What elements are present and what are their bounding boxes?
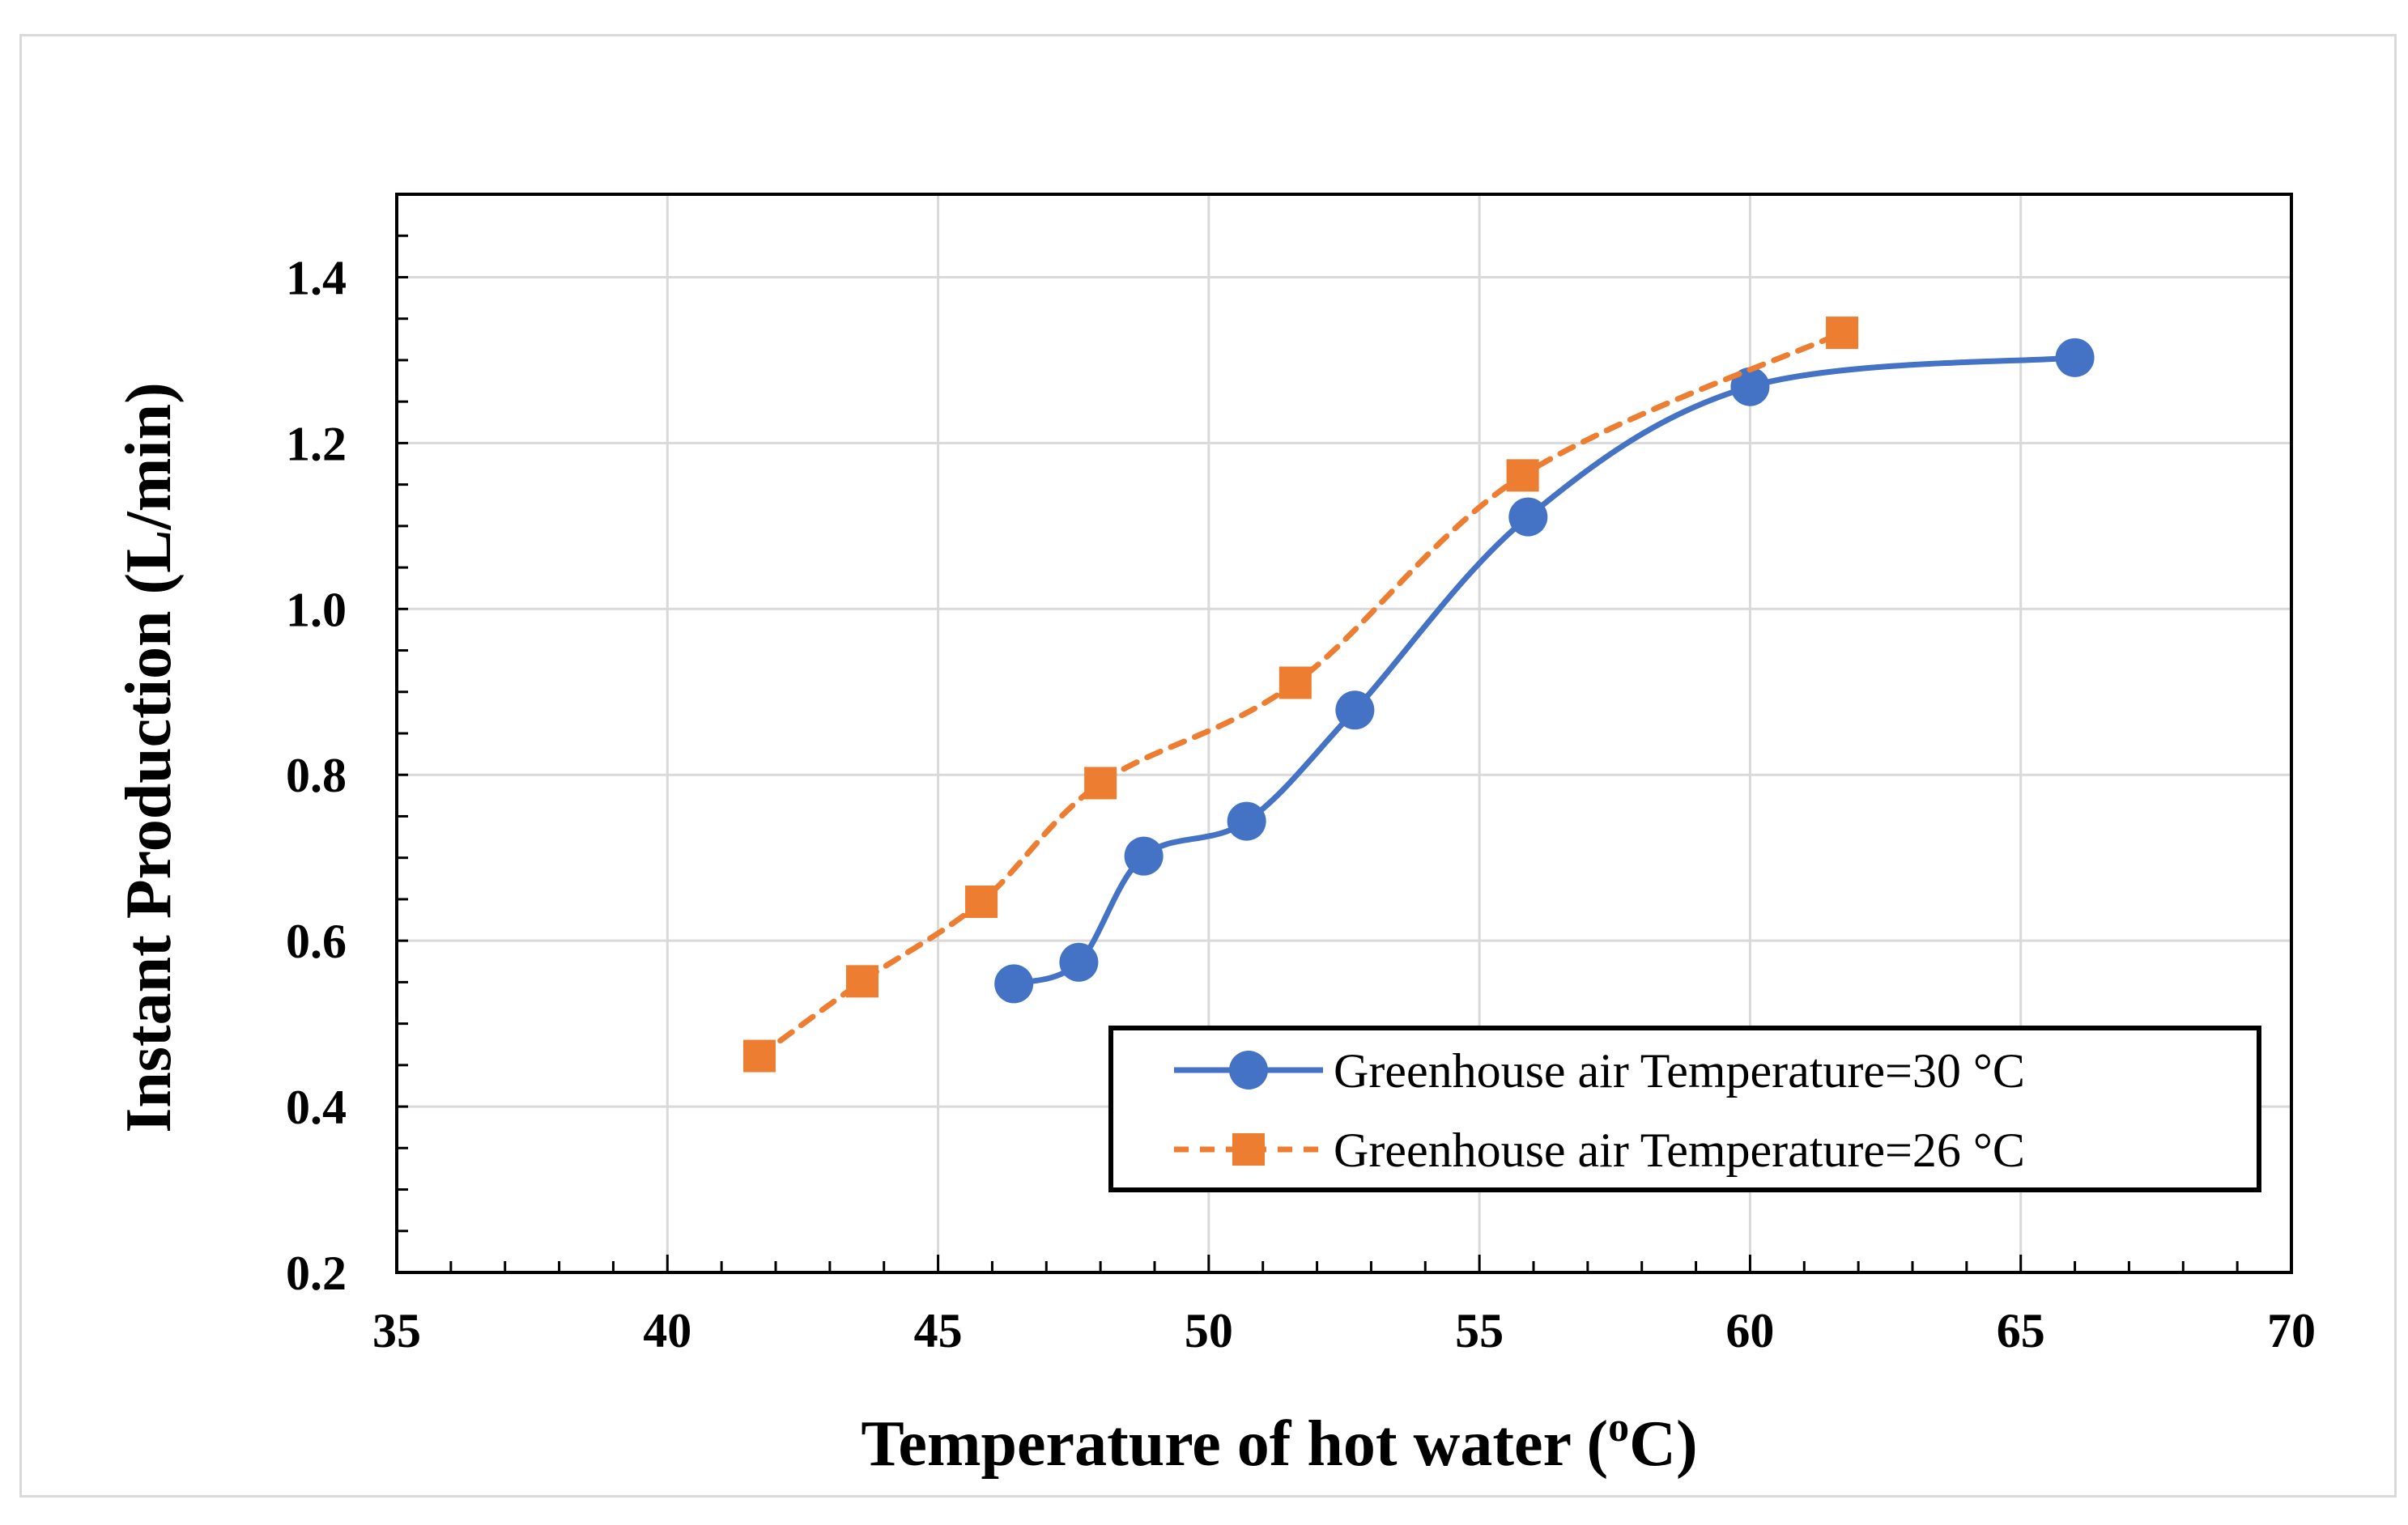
data-point-square [1084, 767, 1117, 800]
data-point-square [1278, 666, 1312, 699]
y-tick-labels: 0.2 0.4 0.6 0.8 1.0 1.2 1.4 [286, 251, 347, 1300]
y-tick-label: 0.4 [286, 1081, 347, 1134]
x-tick-label: 60 [1725, 1304, 1774, 1357]
x-tick-label: 35 [372, 1304, 421, 1357]
legend: Greenhouse air Temperature=30 °C Greenhou… [1108, 1026, 2261, 1192]
x-tick-label: 50 [1185, 1304, 1233, 1357]
legend-entry: Greenhouse air Temperature=30 °C [1174, 1044, 2025, 1098]
y-tick-label: 0.8 [286, 749, 347, 802]
series-layer [742, 316, 2095, 1073]
data-point-circle [1227, 801, 1266, 841]
y-tick-label: 1.2 [286, 417, 347, 470]
data-point-circle [1508, 497, 1548, 537]
y-tick-label: 1.0 [286, 583, 347, 636]
data-point-circle [1124, 836, 1164, 876]
x-tick-label: 45 [914, 1304, 963, 1357]
series-line [1010, 355, 2078, 987]
data-point-square [1826, 316, 1859, 350]
x-axis-title-superscript: o [1608, 1404, 1629, 1451]
data-point-square [1506, 459, 1539, 492]
series-2 [742, 316, 1859, 1073]
data-point-circle [994, 964, 1034, 1004]
y-minor-ticks [397, 193, 408, 1274]
x-tick-label: 55 [1455, 1304, 1504, 1357]
legend-marker-circle [1229, 1051, 1268, 1090]
legend-entry: Greenhouse air Temperature=26 °C [1174, 1124, 2025, 1177]
data-point-circle [1059, 942, 1099, 982]
y-tick-label: 1.4 [286, 251, 347, 304]
x-tick-label: 65 [1997, 1304, 2045, 1357]
horizontal-gridlines [397, 275, 2291, 1108]
series-line [756, 329, 1845, 1060]
y-tick-label: 0.6 [286, 915, 347, 968]
x-axis-title-main: Temperature of hot water ( [861, 1408, 1608, 1480]
legend-box [1108, 1026, 2261, 1192]
data-point-circle [1335, 690, 1375, 730]
x-axis-title-end: C) [1629, 1408, 1697, 1480]
x-minor-ticks [395, 1255, 2293, 1272]
legend-entries: Greenhouse air Temperature=30 °C Greenhou… [1174, 1044, 2025, 1177]
data-point-square [742, 1039, 776, 1073]
data-point-square [965, 885, 998, 918]
x-tick-label: 40 [643, 1304, 691, 1357]
x-tick-label: 70 [2267, 1304, 2316, 1357]
legend-label: Greenhouse air Temperature=26 °C [1334, 1124, 2025, 1177]
data-point-circle [2055, 338, 2095, 377]
legend-label: Greenhouse air Temperature=30 °C [1334, 1044, 2025, 1098]
y-axis-title: Instant Production (L/min) [113, 382, 185, 1133]
x-axis-title: Temperature of hot water (oC) [861, 1404, 1697, 1480]
series-1 [994, 338, 2095, 1004]
data-point-circle [1730, 367, 1770, 406]
x-tick-labels: 35 40 45 50 55 60 65 70 [372, 1304, 2316, 1357]
data-point-square [845, 965, 879, 998]
y-tick-label: 0.2 [286, 1247, 347, 1300]
legend-marker-square [1232, 1133, 1265, 1166]
